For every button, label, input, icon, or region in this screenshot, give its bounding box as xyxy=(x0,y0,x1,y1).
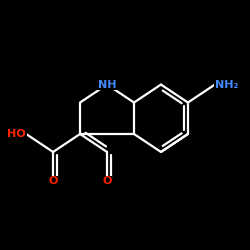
Text: NH₂: NH₂ xyxy=(215,80,238,90)
Text: O: O xyxy=(48,176,58,186)
Text: HO: HO xyxy=(8,129,26,139)
Text: NH: NH xyxy=(98,80,116,90)
Text: O: O xyxy=(102,176,112,186)
